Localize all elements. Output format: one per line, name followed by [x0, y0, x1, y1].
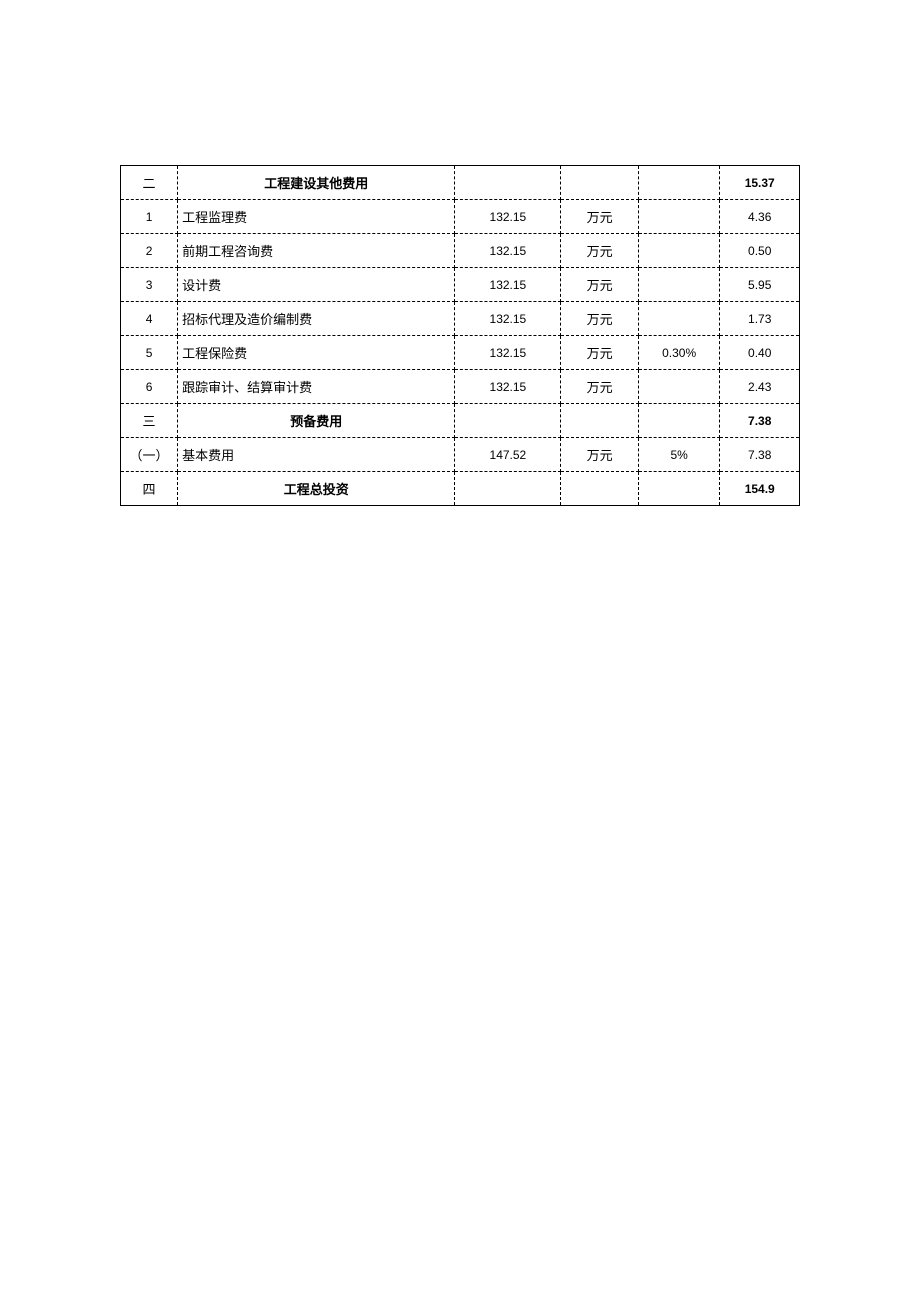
cost-table: 二工程建设其他费用15.371工程监理费132.15万元4.362前期工程咨询费…	[120, 165, 800, 506]
table-row: 1工程监理费132.15万元 4.36	[121, 200, 800, 234]
cell-rate	[638, 234, 720, 268]
cell-index: 3	[121, 268, 178, 302]
cell-amount: 2.43	[720, 370, 800, 404]
cell-rate: 5%	[638, 438, 720, 472]
table-row: 5工程保险费132.15万元0.30%0.40	[121, 336, 800, 370]
cell-rate	[638, 302, 720, 336]
cell-index: 2	[121, 234, 178, 268]
cell-quantity: 132.15	[455, 302, 561, 336]
cell-unit: 万元	[561, 302, 638, 336]
cell-amount: 5.95	[720, 268, 800, 302]
cell-index: 1	[121, 200, 178, 234]
cell-amount: 4.36	[720, 200, 800, 234]
table-row: （一）基本费用147.52万元5%7.38	[121, 438, 800, 472]
cell-amount: 7.38	[720, 404, 800, 438]
cell-quantity: 147.52	[455, 438, 561, 472]
cell-unit: 万元	[561, 234, 638, 268]
cell-name: 基本费用	[178, 438, 455, 472]
cell-amount: 154.9	[720, 472, 800, 506]
cell-unit: 万元	[561, 438, 638, 472]
cell-name: 招标代理及造价编制费	[178, 302, 455, 336]
table-row: 2前期工程咨询费132.15万元 0.50	[121, 234, 800, 268]
table-row: 6跟踪审计、结算审计费132.15万元 2.43	[121, 370, 800, 404]
cell-name: 工程保险费	[178, 336, 455, 370]
table-row: 3设计费132.15万元 5.95	[121, 268, 800, 302]
cell-index: （一）	[121, 438, 178, 472]
cell-quantity	[455, 166, 561, 200]
cell-unit	[561, 166, 638, 200]
cell-rate	[638, 268, 720, 302]
cost-table-container: 二工程建设其他费用15.371工程监理费132.15万元4.362前期工程咨询费…	[120, 165, 800, 506]
cell-name: 前期工程咨询费	[178, 234, 455, 268]
cell-amount: 0.50	[720, 234, 800, 268]
cell-index: 二	[121, 166, 178, 200]
cell-name: 设计费	[178, 268, 455, 302]
cell-name: 工程监理费	[178, 200, 455, 234]
cell-rate	[638, 472, 720, 506]
cell-index: 四	[121, 472, 178, 506]
cell-index: 5	[121, 336, 178, 370]
cell-quantity: 132.15	[455, 370, 561, 404]
cell-name: 工程总投资	[178, 472, 455, 506]
cell-name: 跟踪审计、结算审计费	[178, 370, 455, 404]
table-row: 4招标代理及造价编制费132.15万元 1.73	[121, 302, 800, 336]
cell-index: 三	[121, 404, 178, 438]
cell-index: 4	[121, 302, 178, 336]
cell-quantity: 132.15	[455, 336, 561, 370]
cell-quantity	[455, 404, 561, 438]
cell-name: 工程建设其他费用	[178, 166, 455, 200]
cell-unit: 万元	[561, 200, 638, 234]
table-row: 三预备费用 7.38	[121, 404, 800, 438]
cell-index: 6	[121, 370, 178, 404]
cell-quantity: 132.15	[455, 234, 561, 268]
cell-amount: 0.40	[720, 336, 800, 370]
cell-rate	[638, 404, 720, 438]
cell-quantity: 132.15	[455, 200, 561, 234]
cell-unit: 万元	[561, 336, 638, 370]
cell-amount: 15.37	[720, 166, 800, 200]
table-row: 二工程建设其他费用 15.37	[121, 166, 800, 200]
cell-quantity: 132.15	[455, 268, 561, 302]
cell-unit	[561, 472, 638, 506]
cell-unit: 万元	[561, 370, 638, 404]
cell-amount: 1.73	[720, 302, 800, 336]
table-row: 四工程总投资 154.9	[121, 472, 800, 506]
cell-rate	[638, 200, 720, 234]
cell-rate: 0.30%	[638, 336, 720, 370]
cell-quantity	[455, 472, 561, 506]
cell-rate	[638, 370, 720, 404]
cell-unit: 万元	[561, 268, 638, 302]
cell-rate	[638, 166, 720, 200]
cell-name: 预备费用	[178, 404, 455, 438]
cell-amount: 7.38	[720, 438, 800, 472]
cell-unit	[561, 404, 638, 438]
cost-table-body: 二工程建设其他费用15.371工程监理费132.15万元4.362前期工程咨询费…	[121, 166, 800, 506]
